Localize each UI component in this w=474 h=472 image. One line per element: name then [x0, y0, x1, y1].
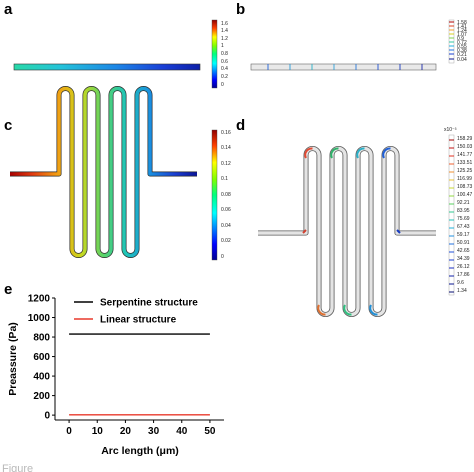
- colorbar-c-tick: 0.08: [221, 191, 231, 198]
- colorbar-d-tick: 42.65: [457, 247, 470, 254]
- colorbar-c-tick: 0: [221, 253, 224, 260]
- colorbar-d-tick: 83.95: [457, 207, 470, 214]
- colorbar-b-tick: 0.38: [457, 48, 467, 55]
- colorbar-c-tick: 0.06: [221, 207, 231, 213]
- colorbar-d-tick: 34.39: [457, 255, 470, 262]
- x-tick-label: 20: [120, 426, 132, 437]
- panel-label-d: d: [236, 117, 246, 134]
- colorbar-c-tick: 0.12: [221, 160, 231, 167]
- colorbar-a-tick: 0.6: [221, 58, 228, 65]
- colorbar-d-tick: 158.29: [457, 135, 473, 142]
- colorbar-c-tick: 0.1: [221, 176, 228, 182]
- colorbar-a-tick: 1.6: [221, 20, 228, 27]
- colorbar-a-tick: 1.2: [221, 35, 228, 42]
- colorbar-b-tick: 0.21: [457, 52, 467, 59]
- colorbar-b-tick: 0.9: [457, 35, 464, 42]
- colorbar-b-tick: 1.41: [457, 23, 467, 30]
- colorbar-b-tick: 0.55: [457, 44, 467, 51]
- colorbar-d-tick: 50.91: [457, 239, 470, 246]
- colorbar-b-tick: 0.72: [457, 40, 467, 47]
- y-tick-label: 400: [33, 372, 50, 383]
- x-tick-label: 30: [148, 426, 160, 437]
- legend-label-2: Linear structure: [100, 315, 177, 326]
- colorbar-d-tick: 67.43: [457, 223, 470, 230]
- y-tick-label: 1000: [28, 313, 51, 324]
- colorbar-a-tick: 1.4: [221, 28, 228, 35]
- colorbar-c-tick: 0.16: [221, 129, 231, 136]
- y-tick-label: 200: [33, 391, 50, 402]
- legend-label-1: Serpentine structure: [100, 298, 198, 309]
- colorbar-b-tick: 1.07: [457, 31, 467, 38]
- colorbar-d-tick: 17.86: [457, 271, 470, 278]
- colorbar-b-tick: 1.24: [457, 27, 467, 34]
- colorbar-d-exponent: x10⁻³: [444, 127, 457, 133]
- y-tick-label: 1200: [28, 294, 51, 305]
- panel-label-c: c: [4, 117, 13, 134]
- colorbar-d-tick: 150.03: [457, 143, 473, 150]
- x-tick-label: 40: [176, 426, 188, 437]
- colorbar-c-tick: 0.02: [221, 238, 231, 244]
- colorbar-d-tick: 141.77: [457, 151, 473, 158]
- colorbar-d-tick: 59.17: [457, 231, 470, 238]
- colorbar-a-tick: 0.4: [221, 66, 228, 73]
- legend: Serpentine structure Linear structure: [74, 298, 198, 326]
- colorbar-d-tick: 108.73: [457, 183, 473, 190]
- colorbar-a-tick: 0: [221, 81, 224, 88]
- panel-label-b: b: [236, 1, 246, 18]
- colorbar-c-tick: 0.14: [221, 145, 231, 151]
- colorbar-d-tick: 125.25: [457, 167, 473, 174]
- x-tick-label: 50: [204, 426, 216, 437]
- y-tick-label: 0: [44, 411, 50, 422]
- colorbar-d-tick: 100.47: [457, 191, 473, 198]
- colorbar-d-tick: 9.6: [457, 279, 464, 286]
- colorbar-a-tick: 0.8: [221, 51, 228, 57]
- panel-label-e: e: [4, 281, 13, 298]
- y-axis-label: Preassure (Pa): [7, 322, 19, 396]
- colorbar-d-tick: 133.51: [457, 159, 473, 166]
- colorbar-b-tick: 0.04: [457, 56, 467, 63]
- x-tick-label: 10: [92, 426, 104, 437]
- x-tick-label: 0: [66, 426, 72, 437]
- colorbar-a-tick: 0.2: [221, 73, 228, 80]
- colorbar-c-tick: 0.04: [221, 222, 231, 229]
- y-tick-label: 800: [33, 333, 50, 344]
- colorbar-a-tick: 1: [221, 43, 224, 50]
- colorbar-d-tick: 26.12: [457, 263, 470, 270]
- x-axis-label: Arc length (μm): [101, 445, 179, 457]
- colorbar-d-tick: 116.99: [457, 175, 472, 182]
- colorbar-b-tick: 1.58: [457, 19, 467, 26]
- colorbar-d-tick: 92.21: [457, 199, 470, 206]
- colorbar-d-tick: 75.69: [457, 215, 470, 222]
- panel-label-a: a: [4, 1, 13, 18]
- caption-fragment: Figure: [2, 463, 34, 472]
- colorbar-d-tick: 1.34: [457, 287, 467, 294]
- y-tick-label: 600: [33, 352, 50, 363]
